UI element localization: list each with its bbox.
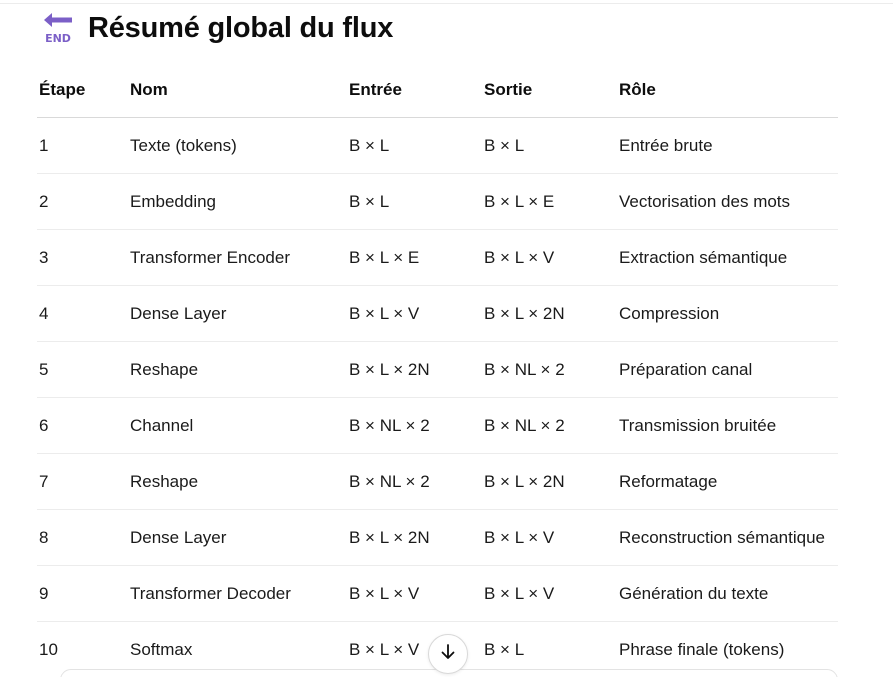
cell-nom: Dense Layer bbox=[128, 509, 347, 566]
flow-summary-table: Étape Nom Entrée Sortie Rôle 1 Texte (to… bbox=[37, 63, 838, 677]
table-row: 7 Reshape B × NL × 2 B × L × 2N Reformat… bbox=[37, 453, 838, 510]
cell-nom: Transformer Decoder bbox=[128, 565, 347, 622]
cell-nom: Dense Layer bbox=[128, 285, 347, 342]
cell-etape: 1 bbox=[37, 117, 128, 174]
cell-sortie: B × L × V bbox=[482, 509, 617, 566]
cell-role: Transmission bruitée bbox=[617, 397, 838, 454]
cell-sortie: B × L × V bbox=[482, 565, 617, 622]
cell-entree: B × L × 2N bbox=[347, 509, 482, 566]
table-row: 4 Dense Layer B × L × V B × L × 2N Compr… bbox=[37, 285, 838, 342]
cell-sortie: B × L × E bbox=[482, 173, 617, 230]
table-row: 9 Transformer Decoder B × L × V B × L × … bbox=[37, 565, 838, 622]
cell-etape: 5 bbox=[37, 341, 128, 398]
cell-nom: Transformer Encoder bbox=[128, 229, 347, 286]
column-header-sortie: Sortie bbox=[482, 63, 617, 118]
cell-etape: 9 bbox=[37, 565, 128, 622]
cell-role: Vectorisation des mots bbox=[617, 173, 838, 230]
arrow-down-icon bbox=[439, 643, 457, 666]
cell-nom: Softmax bbox=[128, 621, 347, 677]
cell-role: Extraction sémantique bbox=[617, 229, 838, 286]
cell-nom: Embedding bbox=[128, 173, 347, 230]
table-row: 10 Softmax B × L × V B × L Phrase finale… bbox=[37, 621, 838, 677]
column-header-etape: Étape bbox=[37, 63, 128, 118]
table-row: 6 Channel B × NL × 2 B × NL × 2 Transmis… bbox=[37, 397, 838, 454]
table-row: 5 Reshape B × L × 2N B × NL × 2 Préparat… bbox=[37, 341, 838, 398]
cell-entree: B × L × V bbox=[347, 565, 482, 622]
column-header-nom: Nom bbox=[128, 63, 347, 118]
cell-sortie: B × NL × 2 bbox=[482, 341, 617, 398]
table-row: 2 Embedding B × L B × L × E Vectorisatio… bbox=[37, 173, 838, 230]
cell-nom: Reshape bbox=[128, 341, 347, 398]
table-row: 1 Texte (tokens) B × L B × L Entrée brut… bbox=[37, 117, 838, 174]
table-row: 8 Dense Layer B × L × 2N B × L × V Recon… bbox=[37, 509, 838, 566]
cell-role: Compression bbox=[617, 285, 838, 342]
cell-nom: Reshape bbox=[128, 453, 347, 510]
cell-role: Reconstruction sémantique bbox=[617, 509, 838, 566]
cell-etape: 10 bbox=[37, 621, 128, 677]
cell-role: Reformatage bbox=[617, 453, 838, 510]
svg-text:END: END bbox=[45, 32, 71, 45]
cell-entree: B × NL × 2 bbox=[347, 453, 482, 510]
page-title: Résumé global du flux bbox=[88, 12, 394, 44]
cell-etape: 6 bbox=[37, 397, 128, 454]
end-arrow-icon: END bbox=[40, 10, 76, 46]
cell-sortie: B × L bbox=[482, 117, 617, 174]
cell-sortie: B × L bbox=[482, 621, 617, 677]
scroll-to-bottom-button[interactable] bbox=[428, 634, 468, 674]
cell-sortie: B × L × V bbox=[482, 229, 617, 286]
cell-sortie: B × NL × 2 bbox=[482, 397, 617, 454]
cell-etape: 2 bbox=[37, 173, 128, 230]
cell-entree: B × L bbox=[347, 173, 482, 230]
cell-sortie: B × L × 2N bbox=[482, 453, 617, 510]
table-row: 3 Transformer Encoder B × L × E B × L × … bbox=[37, 229, 838, 286]
column-header-role: Rôle bbox=[617, 63, 838, 118]
table-body: 1 Texte (tokens) B × L B × L Entrée brut… bbox=[37, 117, 838, 677]
column-header-entree: Entrée bbox=[347, 63, 482, 118]
cell-entree: B × L × E bbox=[347, 229, 482, 286]
cell-role: Préparation canal bbox=[617, 341, 838, 398]
cell-nom: Channel bbox=[128, 397, 347, 454]
cell-entree: B × L × 2N bbox=[347, 341, 482, 398]
cell-entree: B × L bbox=[347, 117, 482, 174]
cell-etape: 3 bbox=[37, 229, 128, 286]
cell-role: Entrée brute bbox=[617, 117, 838, 174]
table-header-row: Étape Nom Entrée Sortie Rôle bbox=[37, 63, 838, 118]
section-heading: END Résumé global du flux bbox=[40, 10, 393, 46]
top-divider bbox=[0, 3, 893, 4]
cell-entree: B × L × V bbox=[347, 285, 482, 342]
cell-etape: 4 bbox=[37, 285, 128, 342]
cell-nom: Texte (tokens) bbox=[128, 117, 347, 174]
cell-etape: 7 bbox=[37, 453, 128, 510]
cell-entree: B × NL × 2 bbox=[347, 397, 482, 454]
cell-etape: 8 bbox=[37, 509, 128, 566]
cell-sortie: B × L × 2N bbox=[482, 285, 617, 342]
cell-role: Génération du texte bbox=[617, 565, 838, 622]
